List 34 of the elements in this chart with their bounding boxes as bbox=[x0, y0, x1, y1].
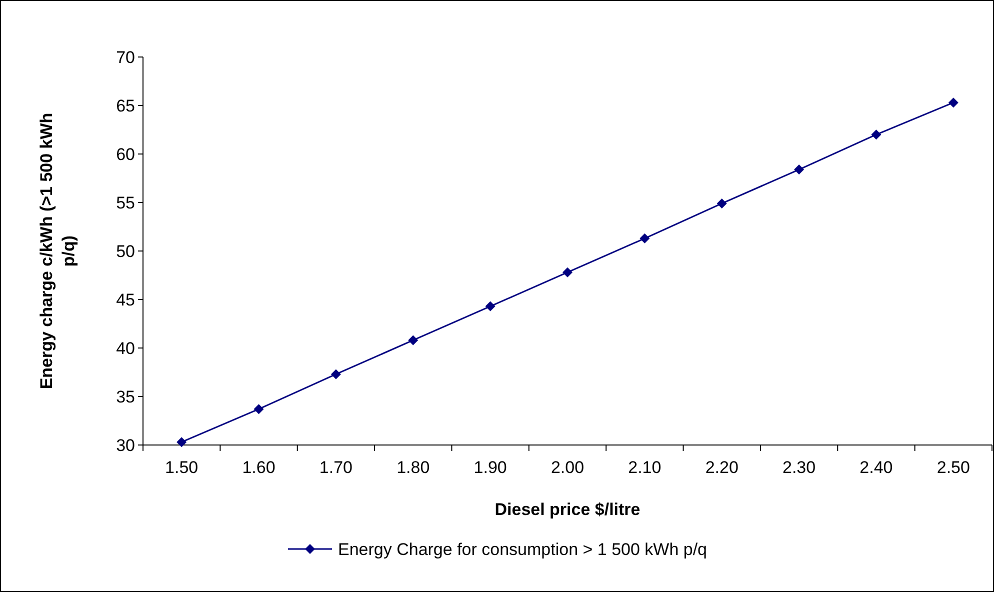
x-tick-label: 2.30 bbox=[782, 458, 816, 477]
x-tick-label: 1.80 bbox=[396, 458, 430, 477]
point bbox=[948, 98, 958, 108]
y-tick-label: 55 bbox=[116, 193, 135, 212]
y-tick-label: 45 bbox=[116, 290, 135, 310]
point bbox=[254, 404, 264, 414]
x-tick-label: 2.40 bbox=[860, 458, 893, 477]
x-tick-label: 2.50 bbox=[936, 458, 970, 477]
point bbox=[794, 164, 804, 175]
x-tick-label: 1.50 bbox=[165, 458, 198, 477]
y-tick-label: 30 bbox=[116, 436, 135, 455]
x-tick-label: 1.60 bbox=[242, 458, 276, 477]
y-tick-label: 70 bbox=[116, 48, 135, 67]
x-tick-label: 2.20 bbox=[705, 458, 738, 477]
y-tick-label: 35 bbox=[116, 387, 135, 406]
x-tick-label: 2.10 bbox=[628, 458, 662, 477]
x-axis-title: Diesel price $/litre bbox=[494, 500, 640, 519]
legend-label: Energy Charge for consumption > 1 500 kWh p/q bbox=[338, 540, 708, 559]
point bbox=[716, 198, 727, 208]
point bbox=[640, 233, 650, 244]
y-tick-label: 65 bbox=[116, 96, 135, 116]
point bbox=[176, 437, 187, 448]
point bbox=[562, 267, 572, 278]
point bbox=[330, 369, 341, 380]
y-axis-title: Energy charge c/kWh (>1 500 kWh p/q) bbox=[37, 112, 78, 390]
x-tick-label: 1.70 bbox=[319, 458, 352, 477]
point bbox=[871, 130, 882, 140]
x-tick-label: 2.00 bbox=[550, 458, 584, 477]
point bbox=[485, 301, 496, 312]
y-tick-label: 40 bbox=[116, 338, 135, 358]
y-tick-label: 60 bbox=[116, 144, 135, 164]
y-tick-label: 50 bbox=[116, 242, 135, 261]
point bbox=[408, 335, 418, 346]
x-tick-label: 1.90 bbox=[474, 458, 507, 477]
